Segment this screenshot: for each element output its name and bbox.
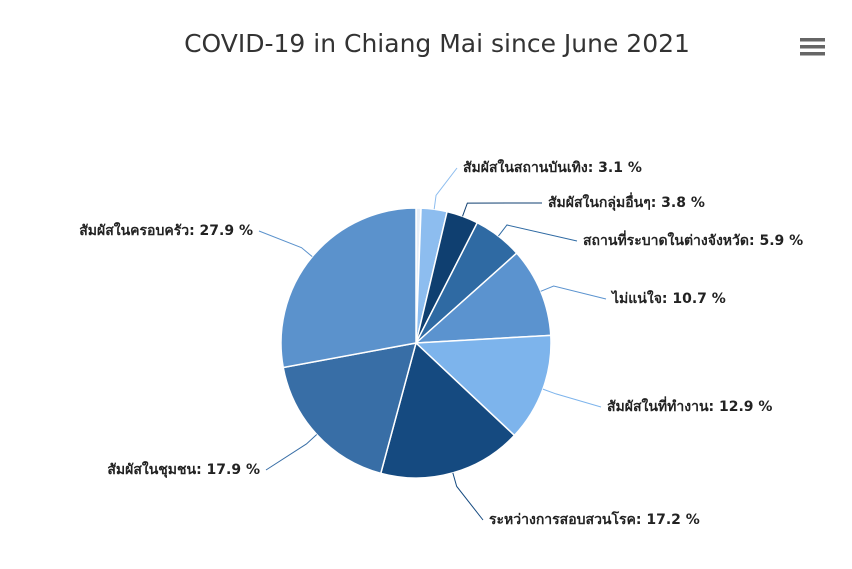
connector	[258, 230, 313, 258]
data-label: สัมผัสในที่ทำงาน: 12.9 %	[607, 396, 772, 415]
connector	[498, 224, 578, 242]
connector	[452, 472, 484, 521]
connector	[462, 202, 543, 217]
data-label: สัมผัสในชุมชน: 17.9 %	[107, 460, 260, 478]
menu-bar	[800, 52, 825, 56]
pie-slice	[280, 207, 417, 369]
data-label: ระหว่างการสอบสวนโรค: 17.2 %	[489, 510, 700, 528]
connector	[542, 388, 602, 408]
menu-button[interactable]	[800, 38, 825, 56]
data-label: สัมผัสในครอบครัว: 27.9 %	[79, 221, 253, 239]
chart-title: COVID-19 in Chiang Mai since June 2021	[184, 29, 690, 58]
connector	[265, 434, 318, 471]
connector	[540, 285, 607, 300]
connector	[433, 167, 458, 210]
data-label: สัมผัสในสถานบันเทิง: 3.1 %	[463, 158, 642, 176]
data-label: สัมผัสในกลุ่มอื่นๆ: 3.8 %	[548, 192, 705, 211]
menu-bar	[800, 45, 825, 49]
menu-bar	[800, 38, 825, 42]
data-label: ไม่แน่ใจ: 10.7 %	[610, 289, 726, 307]
data-label: สถานที่ระบาดในต่างจังหวัด: 5.9 %	[583, 230, 803, 249]
